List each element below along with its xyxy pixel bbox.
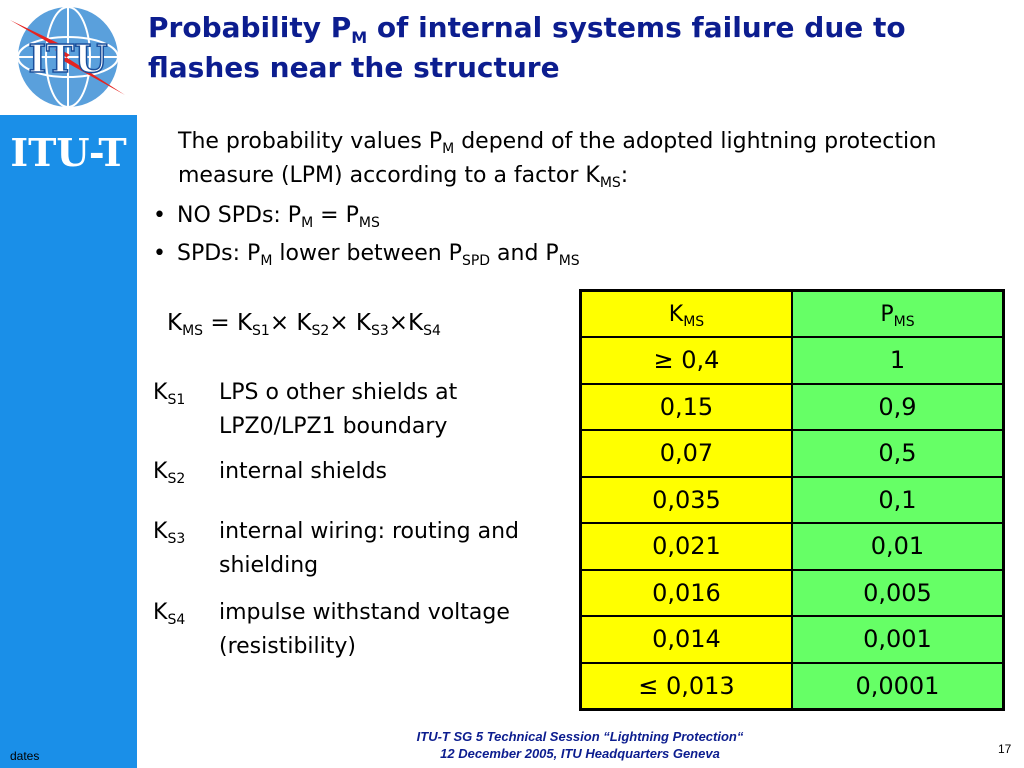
pms-cell: 0,9 [790, 382, 1005, 431]
definition-ks3: KS3 internal wiring: routing and shieldi… [153, 515, 573, 585]
kms-cell: ≥ 0,4 [579, 336, 793, 385]
symbol-ks3: KS3 [153, 519, 186, 547]
bullet-no-spds: • NO SPDs: PM = PMS [153, 203, 380, 231]
footer-session-info: ITU-T SG 5 Technical Session “Lightning … [300, 728, 860, 762]
page-title: Probability PM of internal systems failu… [148, 11, 906, 84]
table-row: 0,016 0,005 [579, 568, 1005, 617]
header-kms: KMS [579, 289, 793, 338]
table-row: 0,035 0,1 [579, 475, 1005, 524]
pms-cell: 1 [790, 336, 1005, 385]
intro-paragraph: The probability values PM depend of the … [178, 129, 937, 191]
definition-ks1: KS1 LPS o other shields at LPZ0/LPZ1 bou… [153, 376, 573, 446]
pms-cell: 0,001 [790, 615, 1005, 664]
kms-cell: 0,016 [579, 568, 793, 617]
table-row: 0,07 0,5 [579, 429, 1005, 478]
definition-ks2: KS2 internal shields [153, 455, 573, 491]
page-number: 17 [998, 742, 1012, 756]
itu-logo: ITU [0, 0, 137, 115]
kms-cell: ≤ 0,013 [579, 661, 793, 710]
itu-globe-icon: ITU [0, 0, 137, 115]
table-row: 0,014 0,001 [579, 615, 1005, 664]
definition-text: impulse withstand voltage (resistibility… [219, 600, 510, 659]
bullet-spds: • SPDs: PM lower between PSPD and PMS [153, 241, 580, 269]
kms-cell: 0,014 [579, 615, 793, 664]
svg-text:ITU: ITU [28, 36, 107, 81]
definition-text: internal shields [219, 459, 387, 484]
kms-cell: 0,07 [579, 429, 793, 478]
table-row: 0,021 0,01 [579, 522, 1005, 571]
dates-label: dates [10, 749, 40, 763]
kms-cell: 0,15 [579, 382, 793, 431]
kms-cell: 0,035 [579, 475, 793, 524]
symbol-ks4: KS4 [153, 600, 186, 628]
table-row: ≤ 0,013 0,0001 [579, 661, 1005, 710]
symbol-ks2: KS2 [153, 459, 186, 487]
pms-cell: 0,01 [790, 522, 1005, 571]
definition-ks4: KS4 impulse withstand voltage (resistibi… [153, 596, 573, 666]
kms-formula: KMS = KS1× KS2× KS3×KS4 [167, 310, 441, 339]
pms-cell: 0,005 [790, 568, 1005, 617]
kms-pms-table: KMS PMS ≥ 0,4 1 0,15 0,9 0,07 0,5 0,035 0,1 … [579, 289, 1005, 711]
pms-cell: 0,5 [790, 429, 1005, 478]
table-row: ≥ 0,4 1 [579, 336, 1005, 385]
sidebar-band [0, 0, 137, 768]
brand-label: ITU-T [10, 130, 127, 175]
footer-line-1: ITU-T SG 5 Technical Session “Lightning … [416, 729, 744, 744]
table-header-row: KMS PMS [579, 289, 1005, 338]
kms-cell: 0,021 [579, 522, 793, 571]
pms-cell: 0,0001 [790, 661, 1005, 710]
definition-text: LPS o other shields at LPZ0/LPZ1 boundar… [219, 380, 458, 439]
symbol-ks1: KS1 [153, 380, 186, 408]
header-pms: PMS [790, 289, 1005, 338]
footer-line-2: 12 December 2005, ITU Headquarters Genev… [440, 746, 720, 761]
definition-text: internal wiring: routing and shielding [219, 519, 519, 578]
table-row: 0,15 0,9 [579, 382, 1005, 431]
pms-cell: 0,1 [790, 475, 1005, 524]
